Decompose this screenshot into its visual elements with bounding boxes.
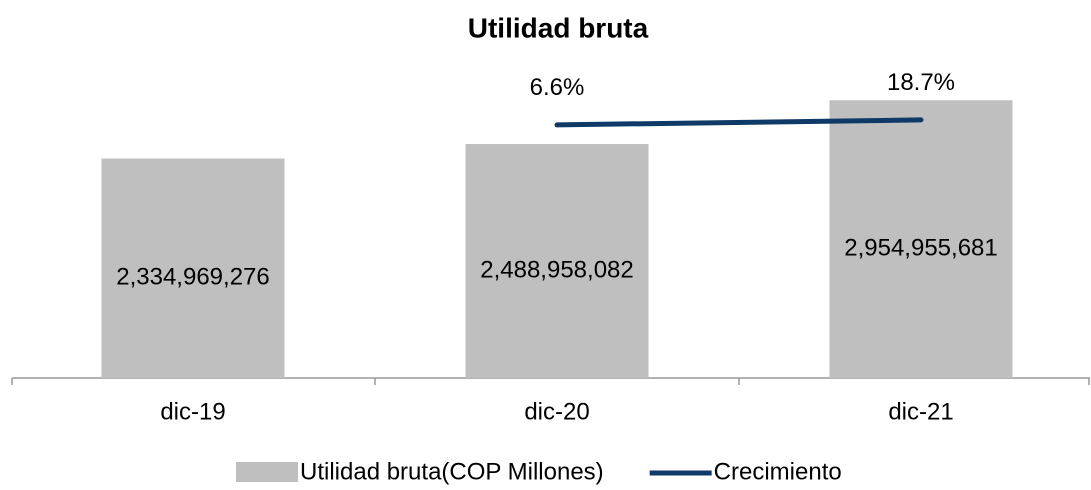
bar-value-label: 2,954,955,681 [844,234,997,261]
bar-value-label: 2,488,958,082 [480,256,633,283]
line-value-label: 6.6% [530,74,585,101]
chart-title: Utilidad bruta [468,12,649,43]
x-tick-label: dic-20 [524,398,589,425]
line-value-label: 18.7% [887,69,955,96]
x-tick-label: dic-21 [888,398,953,425]
bar-value-label: 2,334,969,276 [116,264,269,291]
bar [101,158,285,378]
x-tick-label: dic-19 [160,398,225,425]
x-axis [11,377,1090,385]
line [554,117,924,128]
legend-label: Utilidad bruta(COP Millones) [300,458,604,485]
bar [829,100,1013,379]
legend-swatch [236,462,298,482]
legend-label: Crecimiento [714,458,842,485]
bar [465,144,649,378]
